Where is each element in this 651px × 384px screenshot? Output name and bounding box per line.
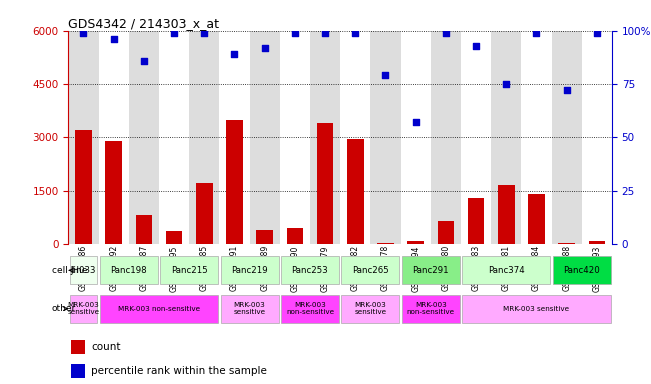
Bar (71, 364, 85, 378)
Bar (461, 31, 491, 244)
Bar (129, 31, 159, 244)
Text: percentile rank within the sample: percentile rank within the sample (91, 366, 267, 376)
Bar (491, 31, 521, 244)
Bar (370, 31, 400, 244)
Point (320, 30, 330, 36)
Bar (75, 130, 92, 244)
Text: JH033: JH033 (71, 266, 96, 275)
Bar (286, 228, 303, 244)
Bar (189, 31, 219, 244)
Bar (196, 184, 213, 244)
Bar (341, 257, 399, 284)
Point (350, 30, 361, 36)
Bar (221, 295, 279, 323)
Point (260, 45, 270, 51)
Bar (467, 198, 484, 244)
Text: other: other (51, 304, 76, 313)
Bar (280, 31, 310, 244)
Point (380, 73, 391, 79)
Bar (551, 31, 582, 244)
Bar (347, 139, 363, 244)
Text: Panc198: Panc198 (111, 266, 147, 275)
Bar (281, 295, 339, 323)
Bar (528, 194, 545, 244)
Point (109, 36, 119, 42)
Text: Panc265: Panc265 (352, 266, 389, 275)
Text: Panc253: Panc253 (292, 266, 328, 275)
Text: MRK-003
non-sensitive: MRK-003 non-sensitive (286, 302, 334, 315)
Bar (226, 119, 243, 244)
Text: Panc291: Panc291 (413, 266, 449, 275)
Bar (256, 230, 273, 244)
Point (531, 30, 542, 36)
Bar (98, 31, 129, 244)
Bar (340, 31, 370, 244)
Point (199, 30, 210, 36)
Bar (219, 31, 249, 244)
Bar (408, 241, 424, 244)
Bar (400, 31, 431, 244)
Text: Panc219: Panc219 (231, 266, 268, 275)
Bar (521, 31, 551, 244)
Text: GDS4342 / 214303_x_at: GDS4342 / 214303_x_at (68, 17, 219, 30)
Bar (100, 257, 158, 284)
Bar (70, 295, 98, 323)
Point (78, 30, 89, 36)
Bar (553, 257, 611, 284)
Bar (71, 340, 85, 354)
Bar (559, 243, 575, 244)
Bar (70, 257, 98, 284)
Text: MRK-003 sensitive: MRK-003 sensitive (503, 306, 570, 312)
Text: MRK-003
sensitive: MRK-003 sensitive (68, 302, 100, 315)
Bar (105, 141, 122, 244)
Bar (135, 215, 152, 244)
Point (169, 30, 179, 36)
Point (139, 58, 149, 64)
Bar (582, 31, 612, 244)
Point (501, 81, 512, 87)
Text: cell line: cell line (51, 266, 87, 275)
Bar (100, 295, 218, 323)
Bar (166, 232, 182, 244)
Point (229, 51, 240, 57)
Text: MRK-003
sensitive: MRK-003 sensitive (234, 302, 266, 315)
Bar (402, 257, 460, 284)
Point (592, 30, 602, 36)
Text: MRK-003 non-sensitive: MRK-003 non-sensitive (118, 306, 200, 312)
Bar (589, 241, 605, 244)
Bar (402, 295, 460, 323)
Bar (317, 123, 333, 244)
Point (290, 30, 300, 36)
Bar (159, 31, 189, 244)
Bar (249, 31, 280, 244)
Text: MRK-003
sensitive: MRK-003 sensitive (354, 302, 387, 315)
Point (471, 43, 481, 49)
Text: MRK-003
non-sensitive: MRK-003 non-sensitive (407, 302, 455, 315)
Bar (310, 31, 340, 244)
Bar (462, 295, 611, 323)
Point (410, 119, 421, 126)
Bar (437, 221, 454, 244)
Bar (68, 31, 98, 244)
Text: Panc374: Panc374 (488, 266, 525, 275)
Text: Panc420: Panc420 (563, 266, 600, 275)
Bar (221, 257, 279, 284)
Text: count: count (91, 342, 120, 352)
Bar (431, 31, 461, 244)
Point (561, 87, 572, 93)
Bar (160, 257, 218, 284)
Bar (341, 295, 399, 323)
Text: Panc215: Panc215 (171, 266, 208, 275)
Bar (281, 257, 339, 284)
Bar (377, 243, 394, 244)
Bar (462, 257, 550, 284)
Bar (498, 185, 514, 244)
Point (441, 30, 451, 36)
